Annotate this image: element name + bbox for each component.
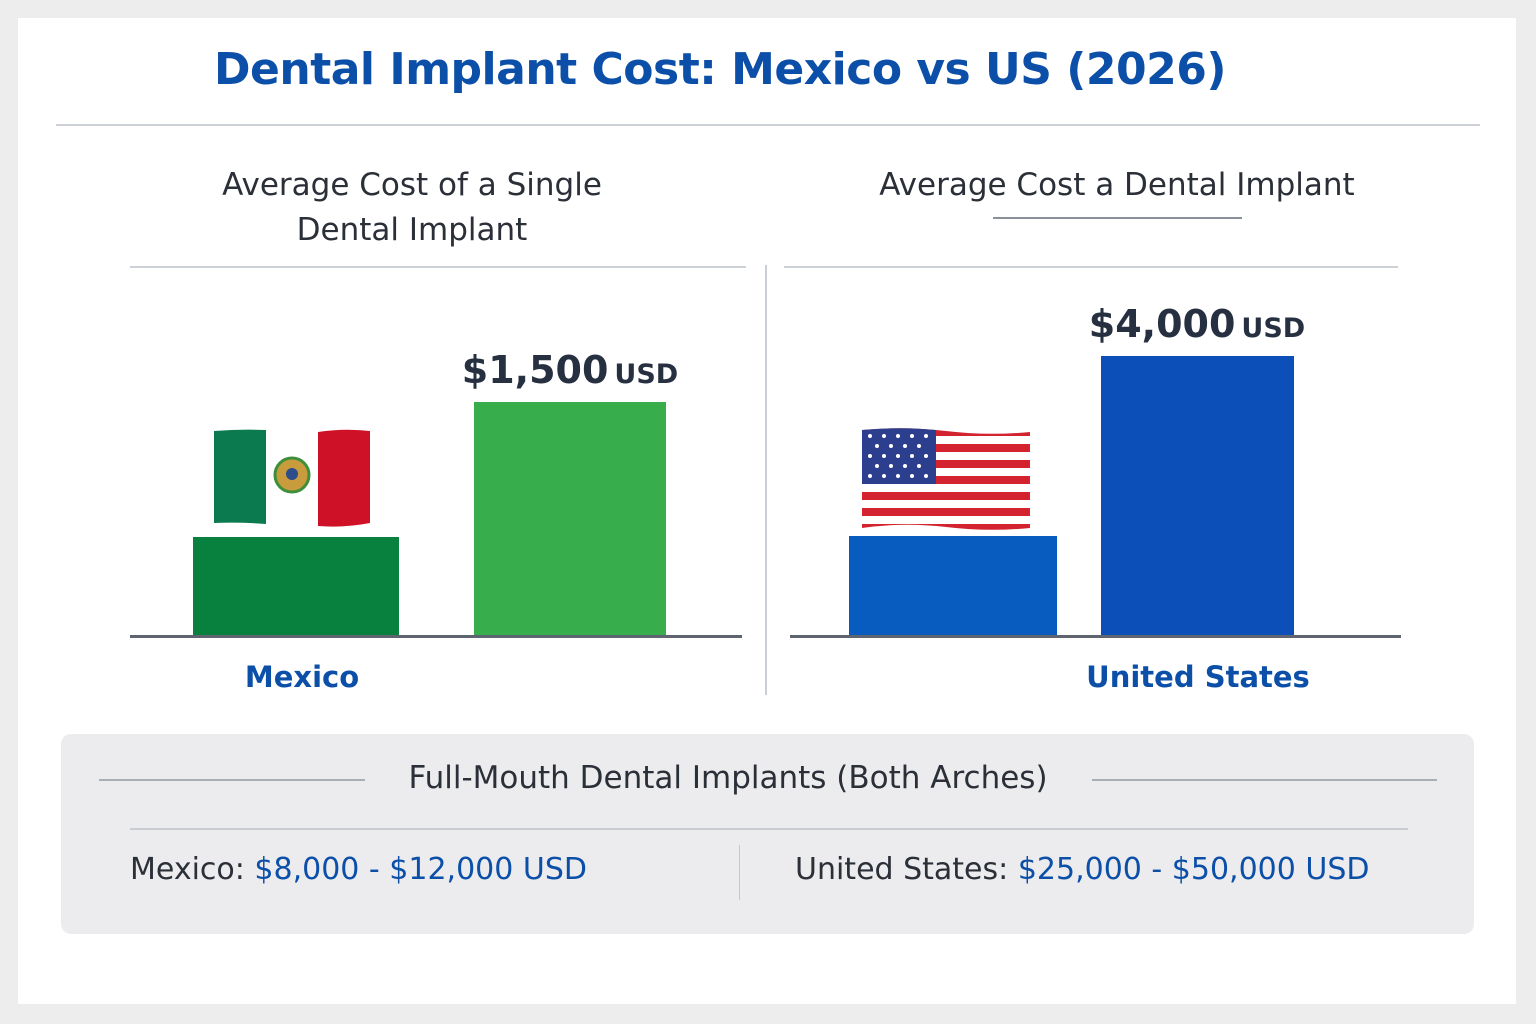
us-full-mouth-range: United States: $25,000 - $50,000 USD xyxy=(795,852,1369,887)
right-baseline xyxy=(790,635,1401,638)
range-divider xyxy=(739,845,740,900)
mexico-range-value: $8,000 - $12,000 USD xyxy=(254,852,587,887)
us-value-label: $4,000 USD xyxy=(1047,302,1347,346)
title-divider xyxy=(56,124,1480,126)
us-cost-bar xyxy=(1101,356,1294,636)
mexico-range-label: Mexico: xyxy=(130,852,245,887)
mexico-cost-bar xyxy=(474,402,666,636)
full-mouth-divider xyxy=(130,828,1408,830)
mexico-value: $1,500 xyxy=(461,348,609,392)
us-range-label: United States: xyxy=(795,852,1009,887)
left-baseline xyxy=(130,635,742,638)
right-title-divider xyxy=(784,266,1398,268)
mexico-unit: USD xyxy=(614,359,679,390)
left-chart-title: Average Cost of a Single Dental Implant xyxy=(130,163,694,253)
us-value: $4,000 xyxy=(1088,302,1236,346)
mexico-category-label: Mexico xyxy=(244,660,360,694)
full-mouth-heading: Full-Mouth Dental Implants (Both Arches) xyxy=(408,760,1048,796)
us-base-bar xyxy=(849,536,1057,636)
right-chart-title: Average Cost a Dental Implant xyxy=(879,167,1355,203)
us-unit: USD xyxy=(1241,313,1306,344)
heading-rule-left xyxy=(99,779,365,781)
us-range-value: $25,000 - $50,000 USD xyxy=(1017,852,1370,887)
left-chart-title-line2: Dental Implant xyxy=(296,212,528,248)
right-title-underline xyxy=(993,217,1242,219)
mexico-flag-icon xyxy=(214,429,370,527)
us-flag-icon xyxy=(862,428,1030,530)
mexico-base-bar xyxy=(193,537,399,636)
page-title: Dental Implant Cost: Mexico vs US (2026) xyxy=(214,44,1226,95)
mexico-full-mouth-range: Mexico: $8,000 - $12,000 USD xyxy=(130,852,587,887)
mexico-value-label: $1,500 USD xyxy=(420,348,720,392)
left-chart-title-line1: Average Cost of a Single xyxy=(222,167,602,203)
panel-divider xyxy=(765,265,767,695)
us-category-label: United States xyxy=(1086,660,1310,694)
left-title-divider xyxy=(130,266,746,268)
full-mouth-panel xyxy=(61,734,1474,934)
heading-rule-right xyxy=(1092,779,1437,781)
